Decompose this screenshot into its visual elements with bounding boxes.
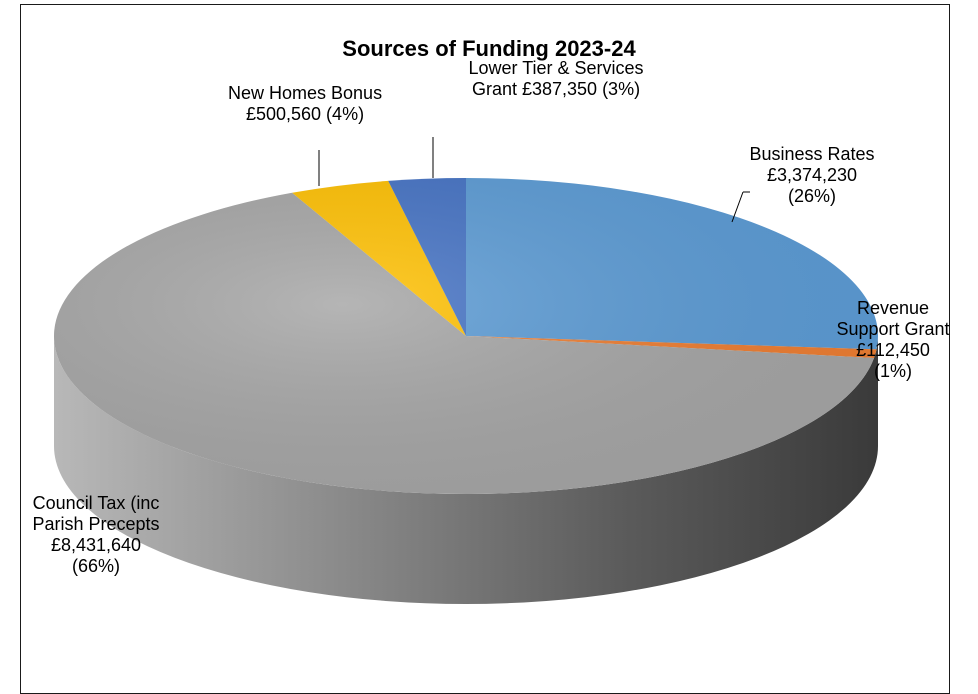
leader-line [731, 191, 744, 223]
slice-label-line: £3,374,230 [766, 164, 858, 185]
slice-label-line: Grant £387,350 (3%) [471, 79, 641, 99]
slice-label-line: (1%) [874, 361, 913, 381]
slice-label-line: Lower Tier & Services [468, 58, 644, 78]
slice-label-line: (66%) [72, 556, 121, 576]
slice-label-line: Revenue [857, 298, 930, 318]
pie-slices [53, 178, 878, 495]
slice-label: Business Rates £3,374,230 (26%) [750, 144, 875, 207]
leader-lines [318, 137, 750, 223]
slice-label-line: £8,431,640 [50, 535, 142, 555]
slice-label: Revenue Support Grant £112,450 (1%) [837, 298, 950, 382]
slice-label: New Homes Bonus £500,560 (4%) [228, 83, 382, 125]
pie-side-rim [54, 336, 878, 604]
slice-label: Council Tax (inc Parish Precepts £8,431,64… [33, 493, 160, 577]
slice-label-line: Support Grant [836, 319, 950, 339]
slice-label-line: £500,560 (4%) [245, 104, 365, 124]
slice-label-line: New Homes Bonus [228, 83, 383, 103]
slice-label-line: £112,450 [856, 340, 930, 360]
pie-3d-side [54, 336, 878, 604]
slice-label: Lower Tier & Services Grant £387,350 (3%) [469, 58, 644, 100]
slice-label-line: (26%) [788, 185, 837, 206]
chart-title: Sources of Funding 2023-24 [342, 36, 636, 61]
slice-label-line: Business Rates [749, 143, 875, 164]
pie-chart [53, 137, 878, 604]
slice-label-line: Council Tax (inc [32, 493, 160, 513]
slice-label-line: Parish Precepts [32, 514, 160, 534]
